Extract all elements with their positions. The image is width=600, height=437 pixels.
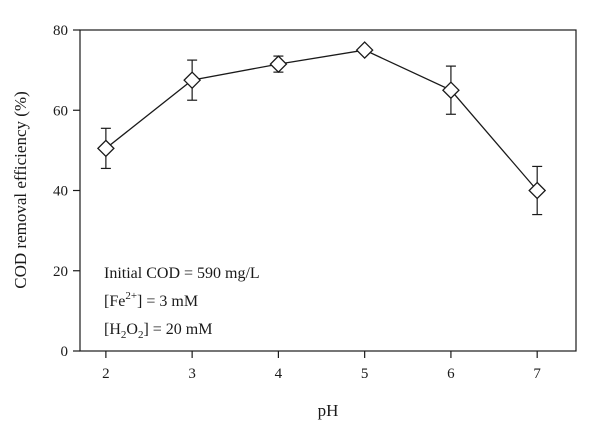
x-tick-label: 2 bbox=[102, 366, 110, 382]
x-tick-label: 7 bbox=[533, 366, 541, 382]
y-tick-label: 40 bbox=[53, 184, 68, 200]
y-tick-label: 0 bbox=[61, 344, 69, 360]
y-tick-label: 80 bbox=[53, 23, 68, 39]
y-axis-title: COD removal efficiency (%) bbox=[11, 91, 30, 288]
series-line bbox=[105, 49, 538, 191]
data-point-marker bbox=[442, 81, 460, 100]
x-axis-title: pH bbox=[318, 401, 339, 420]
x-tick-label: 5 bbox=[361, 366, 369, 382]
data-point-marker bbox=[355, 41, 374, 59]
x-tick-label: 6 bbox=[447, 366, 455, 382]
data-point-marker bbox=[96, 139, 115, 158]
y-tick-label: 20 bbox=[53, 264, 68, 280]
data-point-marker bbox=[269, 55, 288, 74]
annotation-initial-cod: Initial COD = 590 mg/L bbox=[104, 265, 260, 282]
x-ticks: 2 3 4 5 6 7 bbox=[102, 351, 541, 382]
y-ticks: 0 20 40 60 80 bbox=[53, 23, 80, 360]
x-tick-label: 4 bbox=[275, 366, 283, 382]
y-tick-label: 60 bbox=[53, 103, 68, 119]
x-tick-label: 3 bbox=[188, 366, 196, 382]
series-group bbox=[96, 41, 547, 216]
data-point-marker bbox=[528, 181, 547, 200]
data-point-marker bbox=[183, 71, 202, 90]
annotation-fe-concentration: [Fe2+] = 3 mM bbox=[104, 290, 198, 310]
annotation-h2o2-concentration: [H2O2] = 20 mM bbox=[104, 321, 212, 341]
